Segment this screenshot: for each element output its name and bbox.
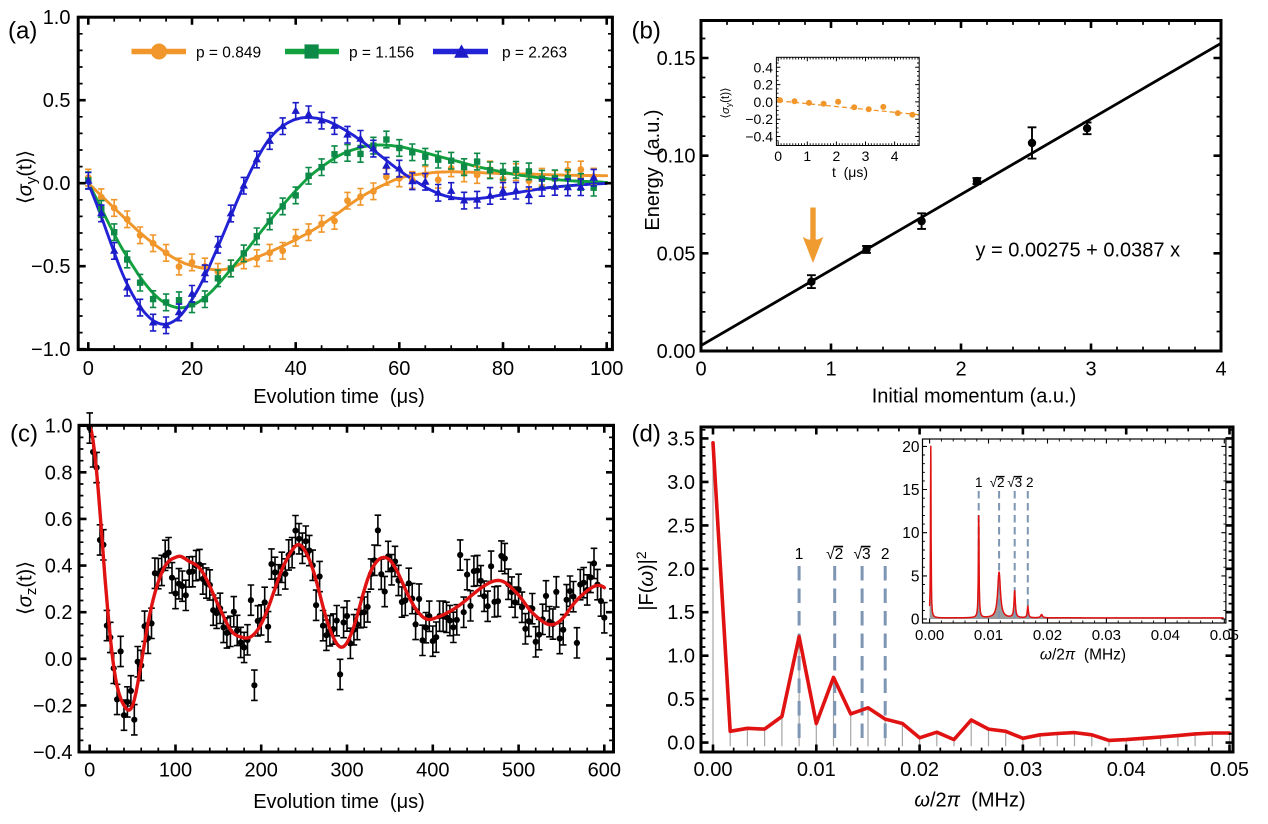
- svg-text:100: 100: [590, 358, 623, 380]
- svg-text:0: 0: [84, 760, 95, 782]
- svg-text:0.04: 0.04: [1107, 759, 1146, 781]
- svg-text:2: 2: [1026, 475, 1034, 490]
- svg-text:0.00: 0.00: [694, 759, 733, 781]
- svg-text:2.0: 2.0: [667, 559, 695, 581]
- svg-text:60: 60: [388, 358, 410, 380]
- svg-text:3.0: 3.0: [667, 472, 695, 494]
- svg-text:0: 0: [911, 612, 920, 629]
- svg-text:1: 1: [825, 359, 836, 381]
- svg-text:(d): (d): [632, 420, 661, 447]
- svg-text:1.0: 1.0: [667, 646, 695, 668]
- svg-text:400: 400: [416, 760, 449, 782]
- svg-text:0.01: 0.01: [974, 627, 1003, 644]
- svg-text:100: 100: [159, 760, 192, 782]
- svg-text:0.00: 0.00: [915, 627, 944, 644]
- svg-text:ω/2π (MHz): ω/2π (MHz): [914, 790, 1025, 812]
- svg-text:80: 80: [492, 358, 514, 380]
- svg-text:0.05: 0.05: [1210, 759, 1249, 781]
- svg-text:0.02: 0.02: [900, 759, 939, 781]
- svg-text:−1.0: −1.0: [31, 339, 70, 361]
- svg-text:1.5: 1.5: [667, 602, 695, 624]
- svg-text:0.00: 0.00: [657, 341, 696, 363]
- svg-text:0.0: 0.0: [45, 649, 73, 671]
- svg-text:−0.2: −0.2: [745, 111, 773, 127]
- svg-text:1: 1: [803, 148, 811, 164]
- svg-text:0.10: 0.10: [657, 146, 696, 168]
- svg-text:0.4: 0.4: [45, 556, 73, 578]
- svg-text:1.0: 1.0: [45, 416, 73, 438]
- svg-text:300: 300: [330, 760, 363, 782]
- svg-text:0.0: 0.0: [667, 733, 695, 755]
- svg-text:(c): (c): [10, 420, 38, 447]
- svg-text:|F(ω)|2: |F(ω)|2: [633, 551, 658, 611]
- svg-text:√2: √2: [826, 546, 843, 563]
- svg-text:0.15: 0.15: [657, 48, 696, 70]
- svg-text:Evolution time (μs): Evolution time (μs): [253, 791, 425, 813]
- svg-text:0.01: 0.01: [797, 759, 836, 781]
- svg-text:0: 0: [83, 358, 94, 380]
- svg-text:0.6: 0.6: [45, 509, 73, 531]
- svg-text:(a): (a): [8, 18, 37, 45]
- svg-text:1: 1: [975, 475, 983, 490]
- svg-text:√3: √3: [854, 546, 871, 563]
- svg-text:0.05: 0.05: [1210, 627, 1239, 644]
- svg-text:0.05: 0.05: [657, 243, 696, 265]
- svg-text:10: 10: [902, 525, 920, 542]
- svg-text:40: 40: [285, 358, 307, 380]
- svg-text:20: 20: [902, 439, 920, 456]
- svg-text:0.02: 0.02: [1033, 627, 1062, 644]
- svg-text:⟨σy(t)⟩: ⟨σy(t)⟩: [15, 150, 41, 204]
- svg-text:0.2: 0.2: [45, 602, 73, 624]
- svg-text:√3: √3: [1007, 475, 1022, 490]
- svg-text:0.4: 0.4: [754, 59, 774, 75]
- svg-text:p = 0.849: p = 0.849: [196, 45, 261, 62]
- svg-text:5: 5: [911, 568, 920, 585]
- svg-text:0.5: 0.5: [667, 689, 695, 711]
- svg-text:200: 200: [245, 760, 278, 782]
- svg-text:600: 600: [588, 760, 621, 782]
- svg-text:500: 500: [502, 760, 535, 782]
- svg-text:2: 2: [881, 546, 890, 563]
- svg-text:2: 2: [833, 148, 841, 164]
- svg-text:0: 0: [774, 148, 782, 164]
- svg-text:−0.5: −0.5: [31, 256, 70, 278]
- svg-text:3.5: 3.5: [667, 428, 695, 450]
- svg-text:⟨σy(t)⟩: ⟨σy(t)⟩: [719, 87, 734, 118]
- svg-text:⟨σz(t)⟩: ⟨σz(t)⟩: [15, 561, 41, 615]
- svg-text:ω/2π (MHz): ω/2π (MHz): [1040, 647, 1126, 664]
- svg-text:0.8: 0.8: [45, 462, 73, 484]
- svg-text:1.0: 1.0: [43, 7, 71, 29]
- svg-text:0.03: 0.03: [1003, 759, 1042, 781]
- svg-text:3: 3: [1085, 359, 1096, 381]
- svg-text:15: 15: [902, 482, 919, 499]
- svg-text:Energy (a.u.): Energy (a.u.): [642, 109, 664, 230]
- svg-text:−0.4: −0.4: [33, 742, 72, 764]
- svg-text:3: 3: [862, 148, 870, 164]
- svg-text:y = 0.00275 + 0.0387 x: y = 0.00275 + 0.0387 x: [976, 240, 1181, 262]
- svg-text:0.04: 0.04: [1151, 627, 1180, 644]
- svg-text:2.5: 2.5: [667, 515, 695, 537]
- svg-text:0.0: 0.0: [754, 94, 774, 110]
- svg-text:−0.4: −0.4: [745, 129, 773, 145]
- svg-text:0: 0: [695, 359, 706, 381]
- svg-text:2: 2: [955, 359, 966, 381]
- svg-text:(b): (b): [632, 18, 661, 45]
- svg-text:4: 4: [891, 148, 899, 164]
- svg-text:−0.2: −0.2: [33, 695, 72, 717]
- svg-text:Initial momentum (a.u.): Initial momentum (a.u.): [872, 386, 1077, 408]
- svg-text:0.2: 0.2: [754, 77, 774, 93]
- svg-text:20: 20: [181, 358, 203, 380]
- svg-text:p = 2.263: p = 2.263: [502, 45, 567, 62]
- svg-text:t (μs): t (μs): [832, 164, 868, 180]
- svg-text:4: 4: [1215, 359, 1226, 381]
- svg-text:0.03: 0.03: [1092, 627, 1121, 644]
- svg-text:√2: √2: [990, 475, 1005, 490]
- svg-text:p = 1.156: p = 1.156: [349, 45, 414, 62]
- svg-text:0.0: 0.0: [43, 173, 71, 195]
- svg-text:0.5: 0.5: [43, 90, 71, 112]
- svg-text:Evolution time (μs): Evolution time (μs): [253, 386, 425, 408]
- svg-text:1: 1: [795, 546, 804, 563]
